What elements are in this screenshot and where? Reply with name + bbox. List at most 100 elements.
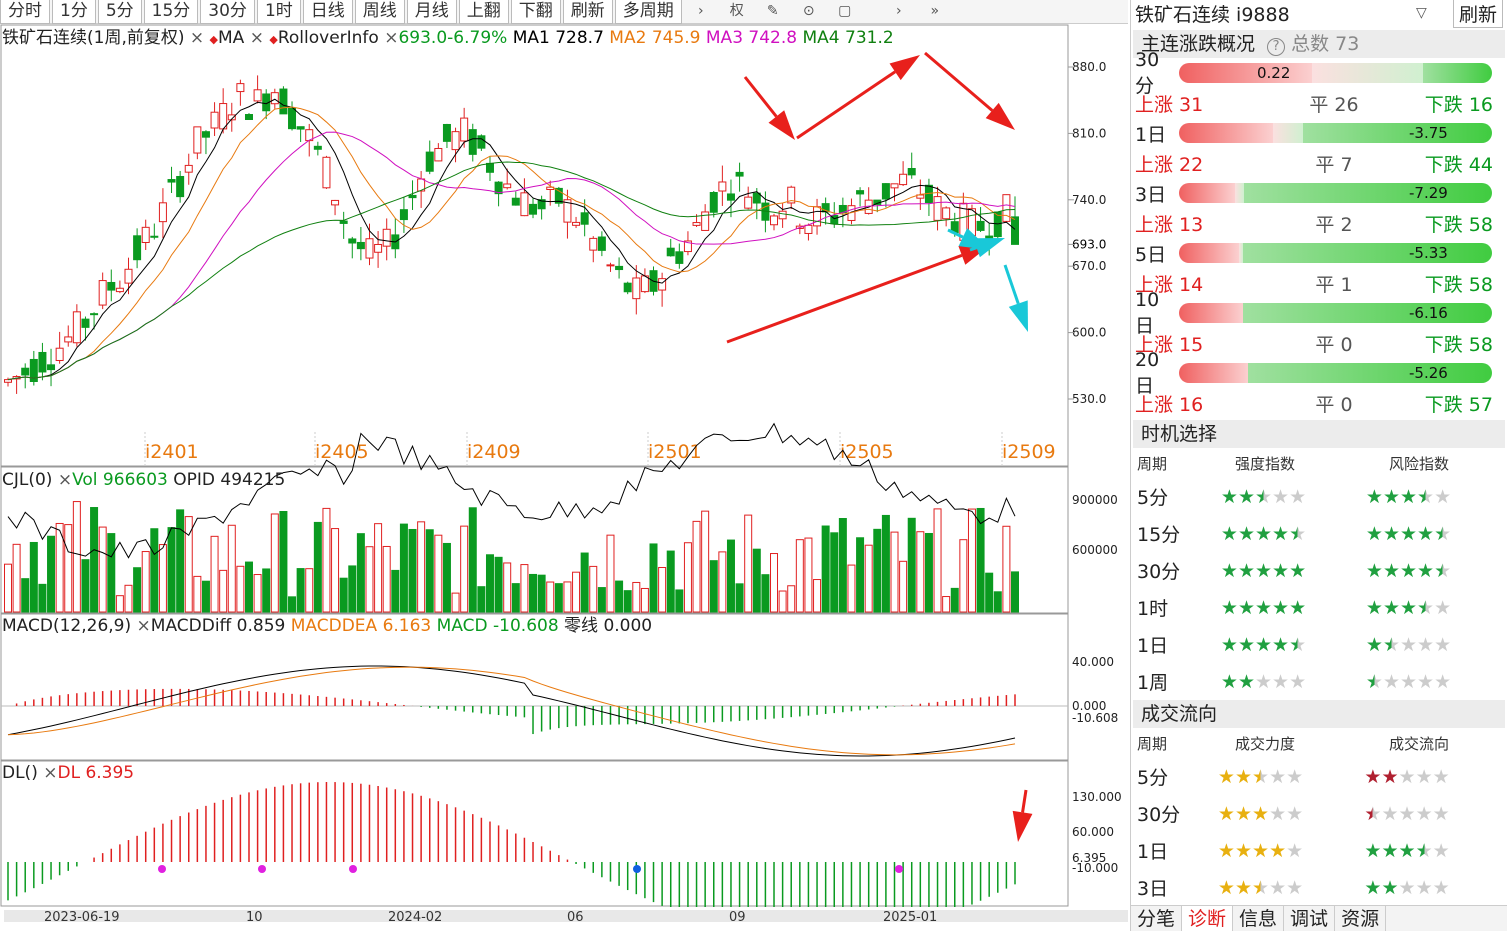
volume-bar — [950, 587, 959, 613]
volume-bar — [830, 532, 839, 613]
tab-2[interactable]: 信息 — [1233, 906, 1285, 931]
rollover-diamond-icon: ◆ — [269, 33, 278, 46]
period-row[interactable]: 5日 -5.33 — [1131, 238, 1507, 268]
volume-bar — [795, 539, 804, 613]
cyan-arrow-icon — [1008, 300, 1028, 332]
volume-bar — [305, 568, 314, 613]
macd-tick: 40.000 — [1072, 655, 1114, 669]
period-row[interactable]: 30分 0.22 — [1131, 49, 1507, 97]
period-button-0[interactable]: 分时 — [0, 0, 50, 24]
volume-bar — [477, 586, 486, 613]
close-icon[interactable]: × — [249, 28, 264, 48]
close-icon[interactable]: × — [384, 28, 399, 48]
timing-period: 15分 — [1137, 524, 1181, 546]
updown-counts: 上涨 15 平 0 下跌 58 — [1131, 328, 1507, 358]
change-bar: 0.22 — [1179, 63, 1492, 83]
volume-bar — [529, 573, 538, 613]
period-button-8[interactable]: 月线 — [406, 0, 457, 24]
volume-bar — [976, 507, 985, 613]
period-button-7[interactable]: 周线 — [354, 0, 405, 24]
double-chevron-right-icon[interactable]: » — [930, 3, 940, 19]
download-icon[interactable]: ⊙ — [802, 3, 815, 19]
volume-bar — [993, 591, 1002, 613]
kline-chart[interactable]: 880.0 810.0 740.0 693.0 670.0 600.0 530.0 i2401… — [0, 0, 1128, 931]
period-button-9[interactable]: 上翻 — [458, 0, 509, 24]
period-button-5[interactable]: 1时 — [256, 0, 301, 24]
red-arrow-icon-shaft — [924, 51, 994, 112]
chevron-right-icon[interactable]: › — [697, 3, 704, 19]
period-row[interactable]: 1日 -3.75 — [1131, 118, 1507, 148]
change-value: -5.33 — [1409, 244, 1448, 262]
strength-stars-icon: ★★★★★ — [1220, 559, 1307, 582]
tab-3[interactable]: 调试 — [1284, 906, 1336, 931]
volume-bar — [615, 580, 624, 613]
chevron-down-icon[interactable]: ▽ — [1415, 5, 1427, 21]
volume-bar — [460, 525, 469, 613]
tab-4[interactable]: 资源 — [1335, 906, 1387, 931]
candle-body — [726, 193, 735, 201]
period-button-3[interactable]: 15分 — [143, 0, 199, 24]
contract-label: i2505 — [840, 441, 894, 463]
period-button-6[interactable]: 日线 — [302, 0, 353, 24]
flow-row: 1日 ★★★★★ ★★★★★ — [1131, 832, 1507, 869]
change-bar: -6.16 — [1179, 303, 1492, 323]
candle-body — [916, 194, 925, 199]
pen-icon[interactable]: ✎ — [766, 3, 779, 19]
volume-bar — [184, 516, 193, 613]
timing-period: 1周 — [1137, 672, 1169, 694]
period-button-1[interactable]: 1分 — [52, 0, 96, 24]
volume-bar — [365, 546, 374, 613]
period-row[interactable]: 3日 -7.29 — [1131, 178, 1507, 208]
change-value: -6.16 — [1409, 304, 1448, 322]
period-button-2[interactable]: 5分 — [97, 0, 142, 24]
dl-signal-dot — [349, 865, 357, 873]
close-icon[interactable]: × — [57, 470, 73, 490]
change-bar: -5.26 — [1179, 363, 1492, 383]
timing-column-headers: 周期 强度指数 风险指数 — [1131, 448, 1507, 478]
volume-bar — [563, 581, 572, 613]
period-button-4[interactable]: 30分 — [200, 0, 255, 24]
volume-bar — [374, 523, 383, 613]
volume-bar — [701, 510, 710, 613]
chevron-right-icon[interactable]: › — [895, 3, 902, 19]
candle-body — [133, 235, 142, 261]
period-button-11[interactable]: 刷新 — [562, 0, 613, 24]
candle-body — [770, 215, 779, 226]
volume-bar — [520, 564, 529, 613]
price-tick: 880.0 — [1072, 60, 1106, 74]
window-icon[interactable]: ▢ — [838, 3, 852, 19]
period-row[interactable]: 10日 -6.16 — [1131, 289, 1507, 337]
close-icon[interactable]: × — [136, 616, 151, 636]
period-row[interactable]: 20日 -5.26 — [1131, 349, 1507, 397]
ma3-line — [7, 131, 1016, 381]
flow-row: 3日 ★★★★★ ★★★★★ — [1131, 869, 1507, 906]
help-icon[interactable]: ? — [1267, 38, 1286, 56]
close-icon[interactable]: × — [43, 763, 58, 783]
ma-diamond-icon: ◆ — [209, 33, 219, 46]
volume-bar — [916, 531, 925, 613]
col-period: 周期 — [1137, 734, 1168, 753]
period-label: 1日 — [1135, 123, 1167, 146]
red-arrow-icon — [1012, 810, 1033, 842]
period-button-10[interactable]: 下翻 — [510, 0, 561, 24]
candle-body — [597, 236, 606, 251]
refresh-button[interactable]: 刷新 — [1452, 0, 1503, 28]
macd-legend: MACD(12,26,9) ×MACDDiff 0.859 MACDDEA 6.… — [2, 616, 652, 636]
period-button-12[interactable]: 多周期 — [614, 0, 682, 24]
volume-bar — [787, 585, 796, 613]
tab-1[interactable]: 诊断 — [1182, 906, 1234, 931]
volume-bar — [434, 534, 443, 613]
candle-body — [752, 192, 761, 204]
up-count: 上涨 15 — [1135, 333, 1204, 356]
fuquan-icon[interactable]: 权 — [729, 3, 744, 19]
volume-bar — [838, 518, 847, 613]
down-count: 下跌 58 — [1424, 273, 1493, 296]
volume-bar — [356, 533, 365, 613]
volume-bar — [348, 565, 357, 613]
timing-row: 5分 ★★★★★ ★★★★★ — [1131, 478, 1507, 515]
horizontal-scrollbar[interactable] — [4, 910, 1128, 922]
close-icon[interactable]: × — [189, 28, 205, 48]
candle-body — [907, 167, 916, 176]
tab-0[interactable]: 分笔 — [1131, 906, 1183, 931]
down-count: 下跌 44 — [1424, 153, 1493, 176]
